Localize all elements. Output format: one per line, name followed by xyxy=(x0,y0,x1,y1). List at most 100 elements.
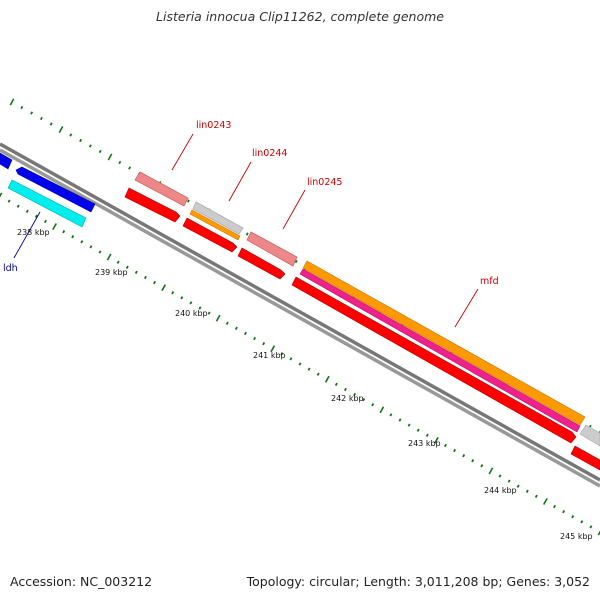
inner-tick-37 xyxy=(334,382,338,387)
inner-tick-34 xyxy=(307,367,311,371)
gene-blue-left-1[interactable] xyxy=(0,152,13,170)
outer-tick-7 xyxy=(79,138,83,143)
outer-tick-1 xyxy=(20,105,24,110)
gene-mfd-magenta-feature[interactable] xyxy=(299,268,581,433)
inner-tick-63 xyxy=(571,515,575,519)
inner-tick-49 xyxy=(444,443,447,448)
inner-tick-59 xyxy=(534,494,538,499)
inner-tick-14 xyxy=(125,265,129,269)
inner-tick-64 xyxy=(580,520,584,524)
inner-tick-4 xyxy=(34,214,38,219)
gene-label-mfd[interactable]: mfd xyxy=(480,276,499,287)
outer-tick-18 xyxy=(186,199,190,203)
inner-tick-48 xyxy=(434,436,439,444)
gene-ldh-feature[interactable] xyxy=(7,179,87,228)
outer-tick-8 xyxy=(88,144,92,148)
gene-lin0244-orange-feature[interactable] xyxy=(189,209,241,241)
inner-tick-46 xyxy=(416,428,420,432)
gene-red-4[interactable] xyxy=(291,276,577,444)
genome-summary-text: Topology: circular; Length: 3,011,208 bp… xyxy=(246,574,590,589)
inner-tick-57 xyxy=(516,484,520,488)
gene-edge-grey-feature[interactable] xyxy=(579,424,600,447)
map-title: Listeria innocua Clip11262, complete gen… xyxy=(156,9,444,24)
inner-tick-22 xyxy=(198,306,202,310)
kbp-label-238: 238 kbp xyxy=(17,228,50,237)
inner-tick-19 xyxy=(171,291,175,295)
inner-tick-50 xyxy=(453,448,456,453)
inner-tick-16 xyxy=(144,275,147,280)
inner-tick-8 xyxy=(71,235,75,239)
inner-tick-5 xyxy=(44,219,47,224)
inner-tick-25 xyxy=(225,321,229,325)
inner-tick-13 xyxy=(116,260,120,264)
kbp-scale-labels: 238 kbp 239 kbp 240 kbp 241 kbp 242 kbp … xyxy=(17,228,593,541)
inner-tick-38 xyxy=(344,387,347,392)
inner-tick-ring xyxy=(0,192,600,536)
inner-tick-40 xyxy=(362,397,366,402)
gene-red-5[interactable] xyxy=(570,445,600,471)
inner-tick-26 xyxy=(234,326,238,331)
outer-tick-9 xyxy=(98,149,102,154)
connector-lin0243 xyxy=(171,133,194,171)
inner-tick-30 xyxy=(270,345,276,353)
outer-tick-3 xyxy=(39,116,43,121)
gene-label-lin0245[interactable]: lin0245 xyxy=(307,177,342,188)
inner-tick-18 xyxy=(161,284,166,292)
gene-label-lin0244[interactable]: lin0244 xyxy=(252,148,287,159)
inner-tick-56 xyxy=(507,479,511,483)
inner-tick-28 xyxy=(253,336,256,341)
inner-tick-9 xyxy=(80,240,84,244)
gene-red-3[interactable] xyxy=(237,247,286,280)
inner-tick-55 xyxy=(498,474,502,478)
inner-tick-12 xyxy=(106,253,112,261)
backbone-line-inner xyxy=(0,148,600,488)
outer-tick-29 xyxy=(294,259,298,264)
label-connectors xyxy=(13,133,479,328)
inner-tick-53 xyxy=(480,464,484,468)
gene-red-1[interactable] xyxy=(124,187,181,223)
inner-tick-35 xyxy=(316,372,320,376)
inner-tick-43 xyxy=(389,413,393,417)
gene-labels: lin0243 lin0244 lin0245 mfd ldh xyxy=(3,120,499,287)
gene-mfd-orange-feature[interactable] xyxy=(302,260,586,426)
gene-lin0244-grey-feature[interactable] xyxy=(192,201,244,235)
gene-blue-left-2[interactable] xyxy=(15,166,96,213)
gene-lin0245-feature[interactable] xyxy=(246,231,298,267)
inner-tick-60 xyxy=(543,498,548,505)
inner-tick-20 xyxy=(180,296,184,300)
kbp-label-242: 242 kbp xyxy=(331,394,364,403)
inner-tick-54 xyxy=(488,467,494,475)
gene-lin0243-feature[interactable] xyxy=(134,171,189,207)
outer-tick-24 xyxy=(245,232,249,236)
kbp-label-244: 244 kbp xyxy=(484,486,517,495)
outer-tick-0 xyxy=(9,98,15,106)
outer-tick-10 xyxy=(107,153,113,161)
inner-tick-39 xyxy=(353,392,356,397)
inner-tick-51 xyxy=(462,453,466,458)
outer-tick-6 xyxy=(69,133,73,137)
backbone-line-outer xyxy=(0,142,600,482)
inner-tick-44 xyxy=(398,418,402,422)
outer-tick-12 xyxy=(128,166,132,170)
connector-lin0245 xyxy=(282,189,306,230)
inner-tick-15 xyxy=(134,270,138,275)
gene-red-2[interactable] xyxy=(182,217,238,253)
inner-tick-2 xyxy=(16,204,20,208)
forward-strand-features xyxy=(0,152,600,447)
inner-tick-23 xyxy=(207,311,211,315)
outer-tick-4 xyxy=(49,122,53,126)
inner-tick-11 xyxy=(98,250,102,254)
inner-tick-24 xyxy=(215,314,221,322)
inner-tick-29 xyxy=(262,341,266,346)
inner-tick-66 xyxy=(597,530,600,536)
connector-lin0244 xyxy=(228,161,252,202)
gene-label-ldh[interactable]: ldh xyxy=(3,263,18,274)
connector-mfd xyxy=(454,288,479,328)
inner-tick-0 xyxy=(0,192,3,198)
kbp-label-240: 240 kbp xyxy=(175,309,208,318)
kbp-label-243: 243 kbp xyxy=(408,439,441,448)
kbp-label-239: 239 kbp xyxy=(95,268,128,277)
inner-tick-6 xyxy=(52,223,57,230)
gene-label-lin0243[interactable]: lin0243 xyxy=(196,120,231,131)
